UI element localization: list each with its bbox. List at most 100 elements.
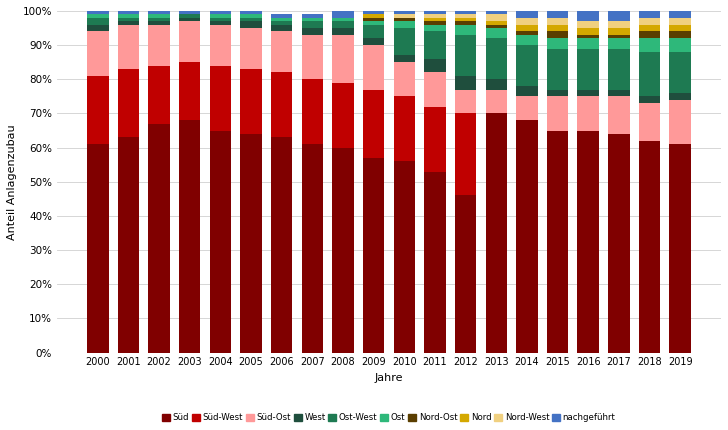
Bar (670, 18, 691, 25)
Bar (486, 28, 507, 38)
Bar (638, 25, 660, 31)
Bar (210, 131, 231, 353)
Bar (638, 96, 660, 103)
Bar (486, 114, 507, 353)
Bar (577, 35, 599, 38)
Bar (486, 14, 507, 21)
Bar (210, 21, 231, 25)
Bar (670, 100, 691, 144)
Bar (486, 89, 507, 114)
Bar (608, 35, 630, 38)
Bar (608, 89, 630, 96)
Bar (394, 28, 415, 55)
Bar (363, 21, 384, 25)
Bar (118, 25, 139, 69)
Bar (240, 18, 262, 21)
Bar (516, 120, 537, 353)
Bar (149, 124, 170, 353)
Bar (301, 18, 323, 21)
Bar (670, 93, 691, 100)
Bar (271, 14, 293, 18)
Bar (332, 35, 354, 83)
Bar (179, 14, 200, 18)
Bar (516, 18, 537, 25)
Y-axis label: Anteil Anlagenzubau: Anteil Anlagenzubau (7, 124, 17, 240)
Bar (394, 11, 415, 14)
Bar (240, 14, 262, 18)
Bar (670, 38, 691, 52)
Bar (577, 38, 599, 49)
Bar (670, 25, 691, 31)
Bar (332, 147, 354, 353)
Bar (210, 66, 231, 131)
Bar (179, 62, 200, 120)
Bar (486, 38, 507, 79)
Bar (424, 11, 446, 14)
Bar (394, 55, 415, 62)
Bar (271, 31, 293, 72)
Bar (455, 35, 476, 76)
Bar (271, 21, 293, 25)
Bar (118, 21, 139, 25)
Bar (87, 14, 108, 18)
Bar (240, 69, 262, 134)
Bar (577, 96, 599, 131)
Bar (577, 49, 599, 89)
Bar (118, 69, 139, 137)
Bar (301, 14, 323, 18)
Bar (394, 21, 415, 28)
Bar (516, 96, 537, 120)
Bar (455, 89, 476, 114)
Bar (424, 21, 446, 25)
Bar (455, 18, 476, 21)
Bar (424, 14, 446, 18)
Bar (271, 137, 293, 353)
Bar (486, 11, 507, 14)
Bar (301, 28, 323, 35)
Bar (516, 45, 537, 86)
Bar (394, 14, 415, 18)
Bar (455, 14, 476, 18)
Bar (118, 11, 139, 14)
Bar (332, 28, 354, 35)
Bar (179, 120, 200, 353)
Bar (424, 172, 446, 353)
Bar (363, 89, 384, 158)
Bar (332, 21, 354, 28)
Bar (301, 35, 323, 79)
Bar (363, 158, 384, 353)
Bar (210, 14, 231, 18)
Bar (149, 66, 170, 124)
Bar (670, 31, 691, 38)
Bar (424, 18, 446, 21)
Bar (363, 45, 384, 89)
Bar (271, 18, 293, 21)
Bar (301, 21, 323, 28)
Bar (149, 14, 170, 18)
Bar (516, 25, 537, 31)
Bar (179, 18, 200, 21)
Bar (332, 11, 354, 18)
Bar (149, 25, 170, 66)
Bar (149, 11, 170, 14)
Bar (149, 18, 170, 21)
Bar (363, 14, 384, 18)
Bar (240, 21, 262, 28)
Bar (332, 83, 354, 147)
Bar (394, 161, 415, 353)
Bar (577, 11, 599, 21)
Bar (638, 38, 660, 52)
Bar (210, 18, 231, 21)
Bar (638, 103, 660, 141)
Bar (394, 62, 415, 96)
Bar (608, 49, 630, 89)
Bar (670, 11, 691, 18)
Bar (87, 25, 108, 31)
Bar (486, 25, 507, 28)
Bar (455, 76, 476, 89)
Bar (577, 131, 599, 353)
Bar (179, 21, 200, 62)
Bar (670, 52, 691, 93)
Bar (455, 21, 476, 25)
Bar (486, 79, 507, 89)
